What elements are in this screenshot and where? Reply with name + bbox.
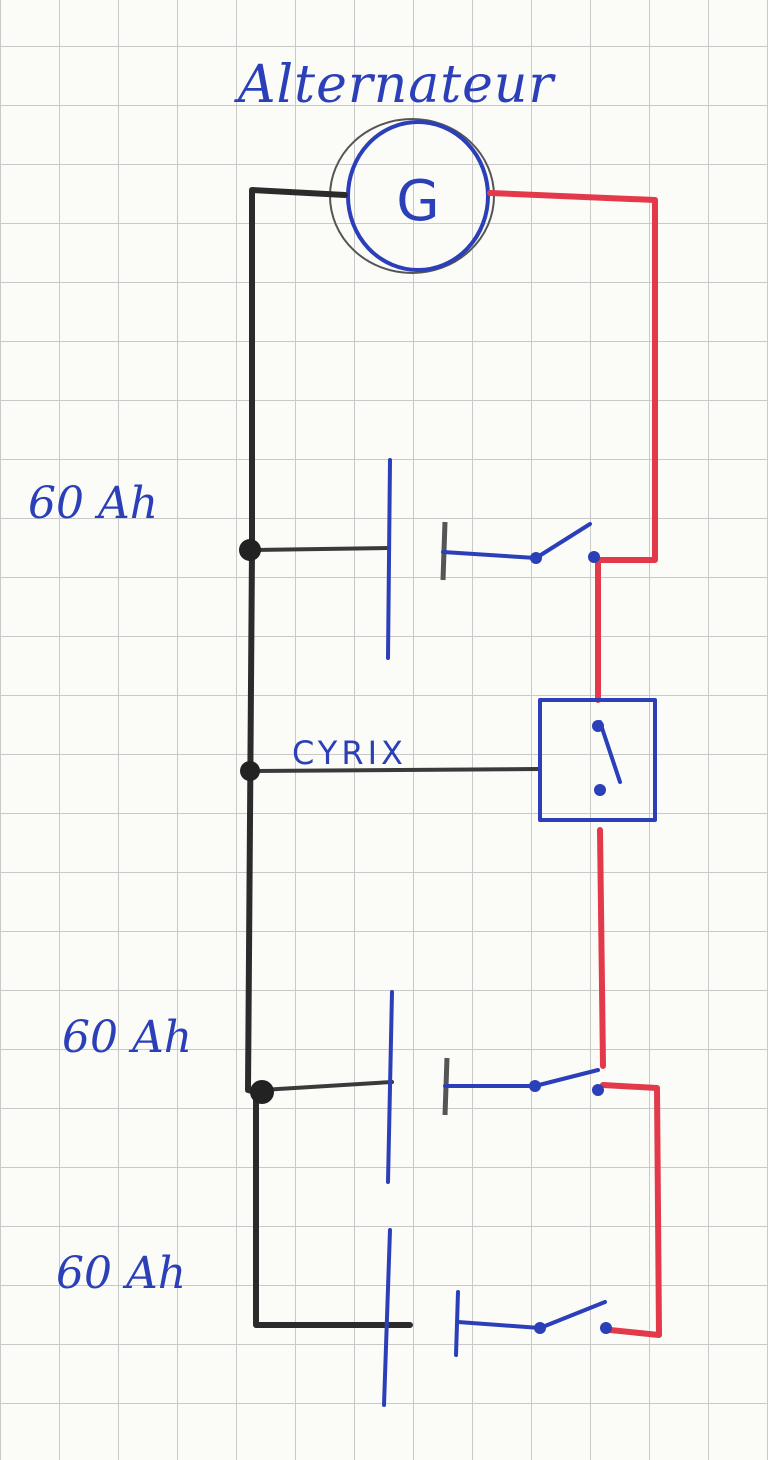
battery-1 xyxy=(386,458,600,660)
bus-junction-2 xyxy=(240,761,260,781)
battery-2 xyxy=(386,990,604,1184)
battery-switch-1 xyxy=(534,522,592,560)
relay-label: CYRIX xyxy=(292,734,407,772)
generator-symbol-label: G xyxy=(396,169,439,234)
battery-2-label: 60 Ah xyxy=(62,1012,192,1063)
battery-switch-3 xyxy=(538,1300,607,1330)
positive-wiring xyxy=(487,190,662,1338)
cyrix-relay xyxy=(538,698,657,822)
bus-junction-1 xyxy=(239,539,261,561)
bus-junction-3 xyxy=(250,1080,274,1104)
diagram-title: Alternateur xyxy=(234,55,556,115)
battery-1-label: 60 Ah xyxy=(28,478,158,529)
battery-3-label: 60 Ah xyxy=(56,1248,186,1299)
battery-switch-2 xyxy=(533,1068,600,1088)
negative-bus xyxy=(239,187,542,1328)
battery-3 xyxy=(382,1228,612,1407)
alternator-symbol: G xyxy=(329,118,495,274)
